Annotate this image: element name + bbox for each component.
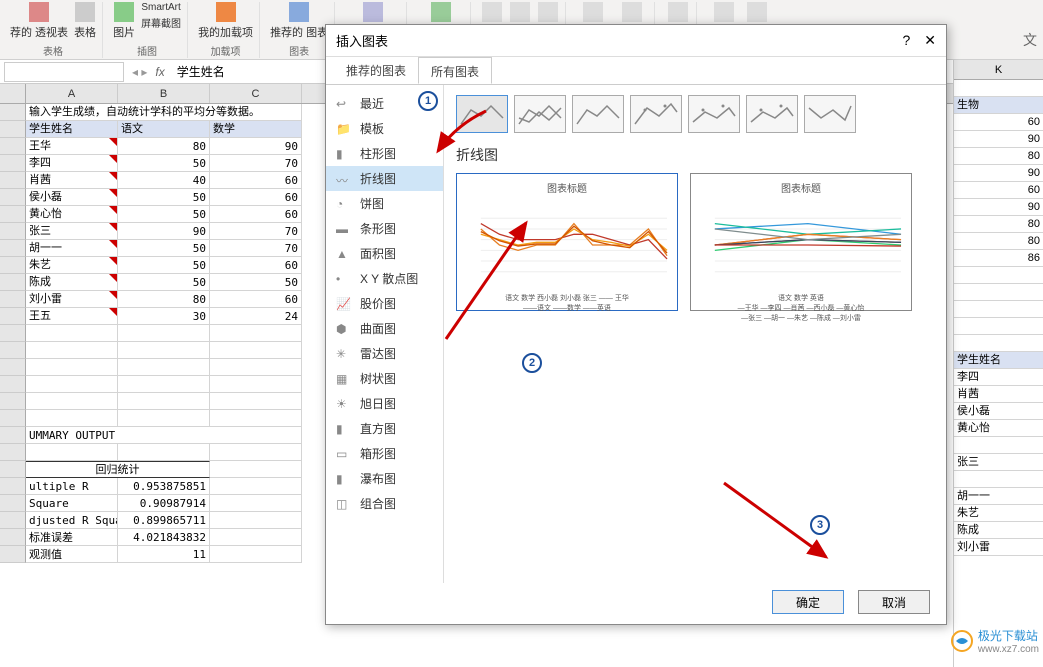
chart-type-16[interactable]: ◫组合图 bbox=[326, 491, 443, 516]
ribbon-group-addins: 我的加载项 加载项 bbox=[192, 2, 260, 58]
dialog-title-text: 插入图表 bbox=[336, 31, 388, 50]
recommended-pivot-button[interactable]: 荐的 透视表 bbox=[10, 2, 68, 40]
watermark: 极光下载站www.xz7.com bbox=[950, 627, 1039, 655]
chart-subtype-row bbox=[456, 95, 934, 133]
dialog-help-button[interactable]: ? bbox=[902, 32, 910, 49]
annotation-badge-3: 3 bbox=[810, 515, 830, 535]
chart-type-13[interactable]: ▮直方图 bbox=[326, 416, 443, 441]
chart-type-1[interactable]: 📁模板 bbox=[326, 116, 443, 141]
fx-label: fx bbox=[155, 65, 164, 79]
table-button[interactable]: 表格 bbox=[74, 2, 96, 40]
chart-type-3[interactable]: 〰折线图 bbox=[326, 166, 443, 191]
chart-type-15[interactable]: ▮瀑布图 bbox=[326, 466, 443, 491]
chart-type-11[interactable]: ▦树状图 bbox=[326, 366, 443, 391]
tab-all-charts[interactable]: 所有图表 bbox=[418, 57, 492, 84]
chart-type-9[interactable]: ⬢曲面图 bbox=[326, 316, 443, 341]
chart-subtype-3[interactable] bbox=[630, 95, 682, 133]
col-header-A[interactable]: A bbox=[26, 84, 118, 103]
recommended-charts-button[interactable]: 推荐的 图表 bbox=[270, 2, 328, 40]
chart-type-10[interactable]: ✳雷达图 bbox=[326, 341, 443, 366]
my-addins-button[interactable]: 我的加载项 bbox=[198, 2, 253, 40]
chart-type-12[interactable]: ☀旭日图 bbox=[326, 391, 443, 416]
chart-type-8[interactable]: 📈股价图 bbox=[326, 291, 443, 316]
cells[interactable]: 输入学生成绩，自动统计学科的平均分等数据。学生姓名语文数学王华8090李四507… bbox=[26, 104, 302, 563]
chart-type-list: ↩最近📁模板▮柱形图〰折线图◔饼图▬条形图▲面积图•X Y 散点图📈股价图⬢曲面… bbox=[326, 85, 444, 583]
chart-subtype-1[interactable] bbox=[514, 95, 566, 133]
chart-type-2[interactable]: ▮柱形图 bbox=[326, 141, 443, 166]
col-header-C[interactable]: C bbox=[210, 84, 302, 103]
chart-type-7[interactable]: •X Y 散点图 bbox=[326, 266, 443, 291]
chart-type-6[interactable]: ▲面积图 bbox=[326, 241, 443, 266]
dialog-close-button[interactable]: ✕ bbox=[924, 32, 936, 49]
annotation-badge-2: 2 bbox=[522, 353, 542, 373]
ok-button[interactable]: 确定 bbox=[772, 590, 844, 614]
chart-preview-2[interactable]: 图表标题 语文 数学 英语 —王华 —李四 —肖茜 —西小磊 —黄心怡 —张三 … bbox=[690, 173, 912, 311]
tab-recommended[interactable]: 推荐的图表 bbox=[334, 57, 418, 84]
chart-type-14[interactable]: ▭箱形图 bbox=[326, 441, 443, 466]
col-header-B[interactable]: B bbox=[118, 84, 210, 103]
col-header-K[interactable]: K bbox=[954, 60, 1043, 80]
chart-subtitle: 折线图 bbox=[456, 145, 934, 165]
chart-subtype-4[interactable] bbox=[688, 95, 740, 133]
name-box[interactable] bbox=[4, 62, 124, 82]
ribbon-group-label: 表格 bbox=[43, 43, 63, 58]
row-headers bbox=[0, 104, 26, 563]
chart-subtype-2[interactable] bbox=[572, 95, 624, 133]
right-column-stub: K 生物609080906090808086学生姓名李四肖茜侯小磊黄心怡张三胡一… bbox=[953, 60, 1043, 667]
chart-preview-1[interactable]: 图表标题 语文 数学 西小磊 刘小磊 张三 —— 王华 ——语文 ——数学 ——… bbox=[456, 173, 678, 311]
smartart-button[interactable]: SmartArt屏幕截图 bbox=[141, 2, 181, 40]
chart-subtype-0[interactable] bbox=[456, 95, 508, 133]
chart-type-5[interactable]: ▬条形图 bbox=[326, 216, 443, 241]
insert-chart-dialog: 插入图表 ? ✕ 推荐的图表 所有图表 ↩最近📁模板▮柱形图〰折线图◔饼图▬条形… bbox=[325, 24, 947, 625]
chart-subtype-5[interactable] bbox=[746, 95, 798, 133]
chart-subtype-6[interactable] bbox=[804, 95, 856, 133]
picture-button[interactable]: 图片 bbox=[113, 2, 135, 40]
dialog-tabs: 推荐的图表 所有图表 bbox=[326, 57, 946, 85]
annotation-badge-1: 1 bbox=[418, 91, 438, 111]
chart-detail-panel: 折线图 图表标题 语文 数学 西小磊 刘小磊 张三 —— 王华 ——语文 ——数… bbox=[444, 85, 946, 583]
ribbon-group-illustrations: 图片 SmartArt屏幕截图 插图 bbox=[107, 2, 188, 58]
ribbon-group-tables: 荐的 透视表 表格 表格 bbox=[4, 2, 103, 58]
chart-type-4[interactable]: ◔饼图 bbox=[326, 191, 443, 216]
cancel-button[interactable]: 取消 bbox=[858, 590, 930, 614]
dialog-titlebar[interactable]: 插入图表 ? ✕ bbox=[326, 25, 946, 57]
